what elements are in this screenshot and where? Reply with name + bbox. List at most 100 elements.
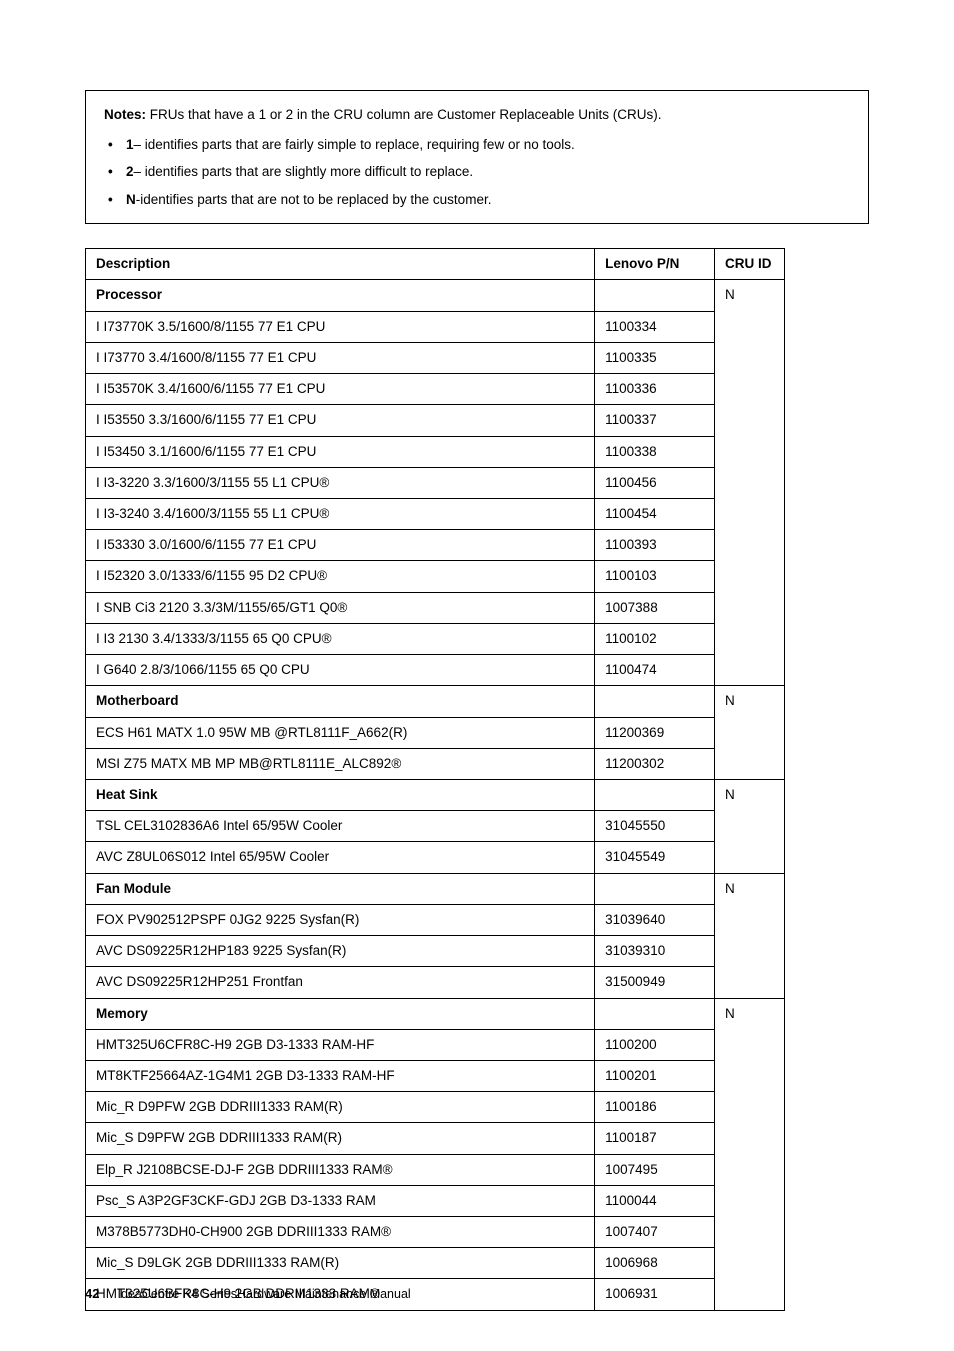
desc-cell: ECS H61 MATX 1.0 95W MB @RTL8111F_A662(R…: [86, 717, 595, 748]
desc-cell: MT8KTF25664AZ-1G4M1 2GB D3-1333 RAM-HF: [86, 1060, 595, 1091]
table-row: I G640 2.8/3/1066/1155 65 Q0 CPU1100474: [86, 655, 785, 686]
pn-cell: 1100393: [595, 530, 715, 561]
desc-cell: I I3 2130 3.4/1333/3/1155 65 Q0 CPU®: [86, 623, 595, 654]
pn-cell: 1100334: [595, 311, 715, 342]
desc-cell: I SNB Ci3 2120 3.3/3M/1155/65/GT1 Q0®: [86, 592, 595, 623]
desc-cell: I I53450 3.1/1600/6/1155 77 E1 CPU: [86, 436, 595, 467]
pn-cell: 1100187: [595, 1123, 715, 1154]
table-row: Mic_S D9PFW 2GB DDRIII1333 RAM(R)1100187: [86, 1123, 785, 1154]
notes-bullet-text: – identifies parts that are fairly simpl…: [134, 137, 575, 152]
desc-cell: I I53570K 3.4/1600/6/1155 77 E1 CPU: [86, 374, 595, 405]
notes-bullet-bold: 2: [126, 164, 134, 179]
desc-cell: TSL CEL3102836A6 Intel 65/95W Cooler: [86, 811, 595, 842]
pn-cell: 1100102: [595, 623, 715, 654]
table-row: I I52320 3.0/1333/6/1155 95 D2 CPU®11001…: [86, 561, 785, 592]
desc-cell: I I53550 3.3/1600/6/1155 77 E1 CPU: [86, 405, 595, 436]
pn-cell: 1100200: [595, 1029, 715, 1060]
pn-cell: 1100335: [595, 342, 715, 373]
notes-intro-label: Notes:: [104, 107, 146, 122]
table-row: HMT325U6CFR8C-H9 2GB D3-1333 RAM-HF11002…: [86, 1029, 785, 1060]
header-description: Description: [86, 249, 595, 280]
page-footer: 42 IdeaCentre K4 SeriesHardware Maintenan…: [85, 1286, 411, 1301]
header-cru: CRU ID: [715, 249, 785, 280]
table-row: I I3 2130 3.4/1333/3/1155 65 Q0 CPU®1100…: [86, 623, 785, 654]
notes-intro-text: FRUs that have a 1 or 2 in the CRU colum…: [146, 107, 661, 122]
pn-cell: 1100456: [595, 467, 715, 498]
category-desc-cell: Heat Sink: [86, 779, 595, 810]
table-row: I I73770K 3.5/1600/8/1155 77 E1 CPU11003…: [86, 311, 785, 342]
category-pn-cell: [595, 779, 715, 810]
pn-cell: 1100454: [595, 499, 715, 530]
notes-bullet: N-identifies parts that are not to be re…: [108, 190, 850, 210]
table-row: I I3-3240 3.4/1600/3/1155 55 L1 CPU®1100…: [86, 499, 785, 530]
category-cru-cell: N: [715, 280, 785, 686]
pn-cell: 31500949: [595, 967, 715, 998]
pn-cell: 31039640: [595, 904, 715, 935]
table-row: I I73770 3.4/1600/8/1155 77 E1 CPU110033…: [86, 342, 785, 373]
pn-cell: 1100186: [595, 1092, 715, 1123]
desc-cell: FOX PV902512PSPF 0JG2 9225 Sysfan(R): [86, 904, 595, 935]
notes-box: Notes: FRUs that have a 1 or 2 in the CR…: [85, 90, 869, 224]
pn-cell: 1100103: [595, 561, 715, 592]
category-cru-cell: N: [715, 998, 785, 1310]
table-row: MT8KTF25664AZ-1G4M1 2GB D3-1333 RAM-HF11…: [86, 1060, 785, 1091]
desc-cell: I G640 2.8/3/1066/1155 65 Q0 CPU: [86, 655, 595, 686]
table-category-row: Heat SinkN: [86, 779, 785, 810]
desc-cell: AVC Z8UL06S012 Intel 65/95W Cooler: [86, 842, 595, 873]
desc-cell: I I3-3240 3.4/1600/3/1155 55 L1 CPU®: [86, 499, 595, 530]
notes-bullet: 1– identifies parts that are fairly simp…: [108, 135, 850, 155]
category-pn-cell: [595, 998, 715, 1029]
desc-cell: Mic_S D9LGK 2GB DDRIII1333 RAM(R): [86, 1248, 595, 1279]
desc-cell: AVC DS09225R12HP251 Frontfan: [86, 967, 595, 998]
category-pn-cell: [595, 686, 715, 717]
desc-cell: I I52320 3.0/1333/6/1155 95 D2 CPU®: [86, 561, 595, 592]
category-desc-cell: Motherboard: [86, 686, 595, 717]
table-row: Elp_R J2108BCSE-DJ-F 2GB DDRIII1333 RAM®…: [86, 1154, 785, 1185]
pn-cell: 1006968: [595, 1248, 715, 1279]
manual-title: IdeaCentre K4 SeriesHardware Maintenance…: [117, 1287, 410, 1301]
pn-cell: 1100338: [595, 436, 715, 467]
notes-bullet-text: – identifies parts that are slightly mor…: [134, 164, 474, 179]
notes-bullet: 2– identifies parts that are slightly mo…: [108, 162, 850, 182]
table-category-row: ProcessorN: [86, 280, 785, 311]
table-row: I I3-3220 3.3/1600/3/1155 55 L1 CPU®1100…: [86, 467, 785, 498]
table-row: I I53450 3.1/1600/6/1155 77 E1 CPU110033…: [86, 436, 785, 467]
page-number: 42: [85, 1286, 99, 1301]
desc-cell: HMT325U6CFR8C-H9 2GB D3-1333 RAM-HF: [86, 1029, 595, 1060]
table-row: I I53330 3.0/1600/6/1155 77 E1 CPU110039…: [86, 530, 785, 561]
desc-cell: I I3-3220 3.3/1600/3/1155 55 L1 CPU®: [86, 467, 595, 498]
table-row: Mic_S D9LGK 2GB DDRIII1333 RAM(R)1006968: [86, 1248, 785, 1279]
category-cru-cell: N: [715, 873, 785, 998]
desc-cell: MSI Z75 MATX MB MP MB@RTL8111E_ALC892®: [86, 748, 595, 779]
table-row: ECS H61 MATX 1.0 95W MB @RTL8111F_A662(R…: [86, 717, 785, 748]
pn-cell: 1100337: [595, 405, 715, 436]
table-category-row: MemoryN: [86, 998, 785, 1029]
table-row: MSI Z75 MATX MB MP MB@RTL8111E_ALC892®11…: [86, 748, 785, 779]
table-category-row: MotherboardN: [86, 686, 785, 717]
pn-cell: 1100336: [595, 374, 715, 405]
table-row: FOX PV902512PSPF 0JG2 9225 Sysfan(R)3103…: [86, 904, 785, 935]
notes-bullet-list: 1– identifies parts that are fairly simp…: [104, 135, 850, 210]
notes-bullet-bold: N: [126, 192, 136, 207]
category-desc-cell: Fan Module: [86, 873, 595, 904]
pn-cell: 1100044: [595, 1185, 715, 1216]
pn-cell: 1007495: [595, 1154, 715, 1185]
desc-cell: Elp_R J2108BCSE-DJ-F 2GB DDRIII1333 RAM®: [86, 1154, 595, 1185]
notes-bullet-bold: 1: [126, 137, 134, 152]
category-cru-cell: N: [715, 779, 785, 873]
desc-cell: Mic_R D9PFW 2GB DDRIII1333 RAM(R): [86, 1092, 595, 1123]
page: Notes: FRUs that have a 1 or 2 in the CR…: [0, 0, 954, 1351]
pn-cell: 1100474: [595, 655, 715, 686]
pn-cell: 31045549: [595, 842, 715, 873]
desc-cell: Mic_S D9PFW 2GB DDRIII1333 RAM(R): [86, 1123, 595, 1154]
desc-cell: M378B5773DH0-CH900 2GB DDRIII1333 RAM®: [86, 1217, 595, 1248]
table-row: M378B5773DH0-CH900 2GB DDRIII1333 RAM®10…: [86, 1217, 785, 1248]
category-cru-cell: N: [715, 686, 785, 780]
pn-cell: 31039310: [595, 936, 715, 967]
notes-bullet-text: -identifies parts that are not to be rep…: [136, 192, 492, 207]
table-body: ProcessorNI I73770K 3.5/1600/8/1155 77 E…: [86, 280, 785, 1310]
table-row: I I53570K 3.4/1600/6/1155 77 E1 CPU11003…: [86, 374, 785, 405]
desc-cell: I I53330 3.0/1600/6/1155 77 E1 CPU: [86, 530, 595, 561]
desc-cell: AVC DS09225R12HP183 9225 Sysfan(R): [86, 936, 595, 967]
desc-cell: I I73770 3.4/1600/8/1155 77 E1 CPU: [86, 342, 595, 373]
